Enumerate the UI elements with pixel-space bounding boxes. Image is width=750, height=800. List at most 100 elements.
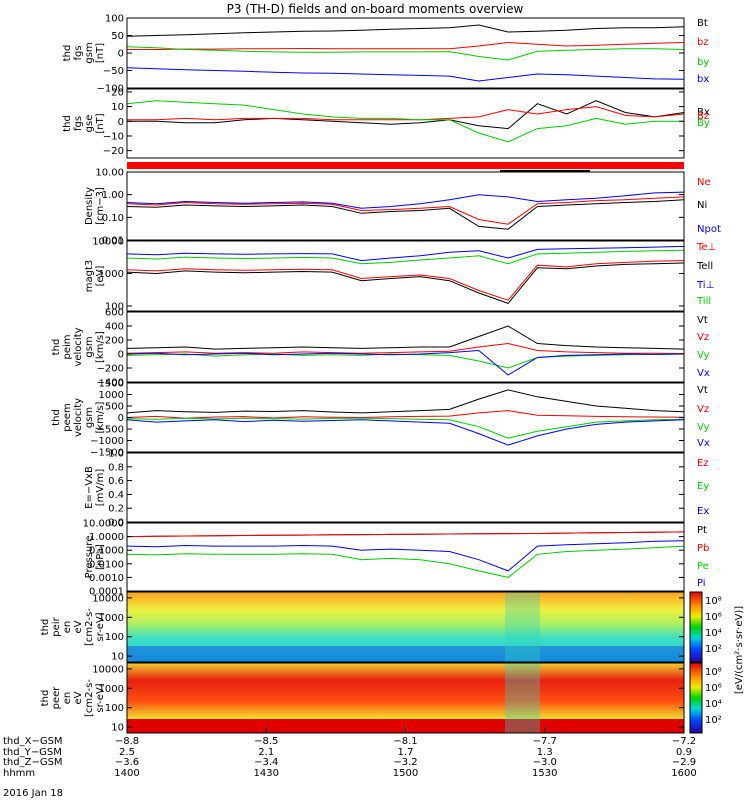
x-tick-label: −7.7 xyxy=(533,736,557,747)
y-tick-label: 1.0000 xyxy=(89,532,124,543)
y-axis-label: peem xyxy=(62,403,73,431)
y-tick-label: 0.8 xyxy=(108,462,124,473)
legend-npot: Npot xyxy=(697,224,721,235)
x-tick-label: −2.9 xyxy=(672,757,696,768)
y-tick-label: 100 xyxy=(105,14,124,25)
y-axis-label: peim xyxy=(62,334,73,359)
legend-te: Te⊥ xyxy=(696,242,716,253)
panel-frame xyxy=(126,240,685,312)
y-axis-label: [km/s] xyxy=(95,331,106,363)
ion-low-energy-band xyxy=(127,646,684,662)
y-tick-label: −100 xyxy=(97,84,124,95)
y-tick-label: −20 xyxy=(103,146,124,157)
y-axis-label: [nT] xyxy=(95,43,106,63)
panel-frame xyxy=(126,311,685,383)
y-axis-label: magt3 xyxy=(84,260,95,293)
legend-vt: Vt xyxy=(697,315,708,326)
y-tick-label: 0.10 xyxy=(102,213,124,224)
y-tick-label: 10000 xyxy=(92,237,124,248)
x-tick-label: −3.2 xyxy=(393,757,417,768)
y-tick-label: 200 xyxy=(105,336,124,347)
y-tick-label: 1500 xyxy=(99,379,124,390)
y-tick-label: 10000 xyxy=(92,664,124,675)
x-tick-label: −8.5 xyxy=(254,736,278,747)
series-line-vy xyxy=(126,353,685,369)
panel-4: Te⊥ Tell Ti⊥ Till 10000 1000 100 magt3 [eV] xyxy=(84,237,716,313)
y-axis-label: Density xyxy=(84,187,95,225)
legend-pi: Pi xyxy=(697,578,706,589)
y-tick-label: 0.6 xyxy=(108,476,124,487)
y-tick-label: 0 xyxy=(118,350,124,361)
y-axis-label: thd xyxy=(51,409,62,426)
y-tick-label: 0.0 xyxy=(108,518,124,529)
x-tick-label: 1500 xyxy=(393,768,418,779)
series-line-vy xyxy=(126,417,685,439)
y-axis-label: fgs xyxy=(73,116,84,131)
colorbar-label: [eV/(cm²·s·sr·eV)] xyxy=(734,606,745,694)
y-axis-label: eV xyxy=(73,620,84,633)
y-tick-label: 0.1000 xyxy=(89,546,124,557)
series-line-pb xyxy=(126,531,685,538)
y-tick-label: 0 xyxy=(118,117,124,128)
series-line-vx xyxy=(126,419,685,446)
legend-pe: Pe xyxy=(697,561,709,572)
y-axis-label: thd xyxy=(40,619,51,636)
series-line-by xyxy=(126,46,685,61)
x-tick-label: 2.1 xyxy=(258,747,274,758)
y-tick-label: 1000 xyxy=(99,613,124,624)
y-tick-label: 1000 xyxy=(99,390,124,401)
y-tick-label: 0.0100 xyxy=(89,559,124,570)
series-line-pi xyxy=(126,540,685,572)
y-axis-label: eV xyxy=(73,691,84,704)
x-tick-label: −8.1 xyxy=(393,736,417,747)
spectrogram-disturbance xyxy=(505,592,540,662)
y-axis-label: [mV/m] xyxy=(95,469,106,507)
legend-tell: Tell xyxy=(696,261,713,272)
x-tick-label: 1400 xyxy=(114,768,139,779)
colorbar-ticks: 10⁸ 10⁶ 10⁴ 10² 10⁸ 10⁶ 10⁴ 10² xyxy=(705,596,722,726)
y-tick-label: 0 xyxy=(118,49,124,60)
panel-frame xyxy=(126,171,685,241)
y-tick-label: 1000 xyxy=(99,684,124,695)
legend-ne: Ne xyxy=(697,177,711,188)
x-tick-label: −7.2 xyxy=(672,736,696,747)
panel-8: Pt Pb Pe Pi 10.0000 1.0000 0.1000 0.0100 0.0010 0… xyxy=(83,519,710,598)
series-line-ni xyxy=(126,199,685,230)
legend-ex: Ex xyxy=(697,506,709,517)
x-axis-rows: thd_X−GSMthd_Y−GSMthd_Z−GSMhhmm−8.82.5−3… xyxy=(3,727,697,779)
y-tick-label: 10 xyxy=(111,102,124,113)
legend-ey: Ey xyxy=(697,481,709,492)
y-axis-label: velocity xyxy=(73,398,84,437)
y-axis-label: gse xyxy=(84,115,95,133)
x-axis-row-label: thd_Y−GSM xyxy=(3,747,62,758)
series-line-vt xyxy=(126,389,685,414)
colorbar-tick-label: 10² xyxy=(705,644,722,655)
x-tick-label: 1.3 xyxy=(537,747,553,758)
y-tick-label: 100 xyxy=(105,703,124,714)
legend-vx: Vx xyxy=(697,438,710,449)
y-tick-label: 0.01 xyxy=(102,236,124,247)
y-axis-label: E=−VxB xyxy=(84,466,95,509)
y-tick-label: 500 xyxy=(105,402,124,413)
y-tick-label: 50 xyxy=(111,31,124,42)
colorbar-tick-label: 10⁴ xyxy=(705,628,722,639)
y-tick-label: 10000 xyxy=(92,593,124,604)
y-tick-label: 10 xyxy=(111,723,124,734)
panel-1: Bt bz by bx 100 50 0 −50 −100 thd fgs gsm [nT] xyxy=(62,14,709,95)
legend-pt: Pt xyxy=(697,525,707,536)
series-line-npot xyxy=(126,191,685,209)
x-axis-row-label: thd_Z−GSM xyxy=(3,757,63,768)
series-line-te xyxy=(126,260,685,301)
panel-5: Vt Vz Vy Vx 600 400 200 0 −200 −400 thd peim velocit… xyxy=(51,308,710,389)
spectrogram-ion xyxy=(127,592,684,662)
y-axis-label: sr-eV] xyxy=(95,683,106,712)
y-tick-label: −50 xyxy=(103,66,124,77)
y-tick-label: −1500 xyxy=(90,448,124,459)
series-line-vx xyxy=(126,349,685,376)
y-tick-label: −200 xyxy=(97,364,124,375)
legend-bx: Bx xyxy=(697,107,710,118)
panel-frame xyxy=(126,452,685,523)
